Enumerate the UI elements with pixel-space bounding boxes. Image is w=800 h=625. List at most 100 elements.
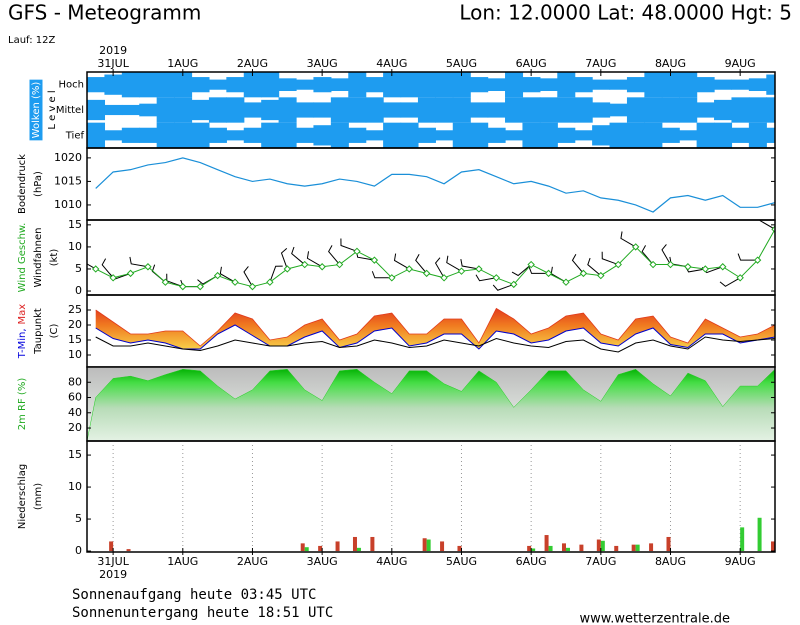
sunrise: Sonnenaufgang heute 03:45 UTC (72, 587, 316, 603)
precip-bar (635, 544, 640, 552)
cloud-cell (679, 97, 698, 123)
precip-bar (649, 543, 654, 552)
x-year-label: 2019 (99, 568, 127, 581)
y-axis-label: Bodendruck (17, 154, 28, 214)
wind-barb (661, 244, 671, 265)
wind-speed-marker (126, 269, 135, 278)
y-axis-label: Wind Geschw. (17, 223, 28, 293)
cloud-cell (174, 122, 193, 148)
wind-speed-marker (631, 243, 640, 251)
x-tick-label: 5AUG (446, 57, 477, 70)
cloud-cell (139, 103, 158, 117)
precip-bar (356, 547, 361, 552)
precip-bar (527, 545, 532, 552)
precip-bar (544, 535, 549, 552)
precip-bar (370, 536, 375, 552)
cloud-cell (139, 127, 158, 143)
cloud-cell (417, 72, 436, 98)
y-axis-label-part: (mm) (33, 483, 44, 510)
wind-barb (492, 283, 514, 291)
precip-bar (426, 539, 431, 552)
wind-speed-marker (161, 278, 170, 286)
min-line (95, 324, 775, 350)
cloud-cell (365, 97, 384, 123)
cloud-cell (400, 72, 419, 98)
y-axis-label-part: Taupunkt (33, 308, 44, 355)
wind-speed-marker (701, 265, 710, 273)
wind-speed-marker (353, 247, 361, 256)
wind-speed-marker (248, 282, 257, 291)
cloud-cell (278, 78, 297, 91)
cloud-cell (626, 97, 645, 123)
wind-barb (415, 254, 428, 274)
x-tick-label: 3AUG (307, 57, 338, 70)
wind-speed-marker (388, 274, 396, 282)
cloud-cell (243, 127, 262, 143)
cloud-cell (644, 97, 663, 123)
cloud-cell (748, 97, 767, 123)
wind-speed-marker (109, 274, 117, 282)
cloud-cell (714, 122, 733, 148)
cloud-cell (174, 97, 193, 123)
y-axis-label-part: (kt) (49, 249, 60, 267)
y-tick-label: 40 (68, 406, 82, 419)
wind-barb (511, 264, 532, 277)
cloud-cell (539, 97, 558, 123)
cloud-cell (435, 97, 454, 123)
x-tick-label: 8AUG (655, 555, 686, 568)
y-axis-label: Windfahnen (33, 228, 44, 288)
y-axis-label: L e v e l (47, 90, 58, 129)
cloud-cell (87, 77, 106, 93)
cloud-cell (679, 72, 698, 98)
y-tick-label: 15 (68, 448, 82, 461)
wind-speed-marker (370, 256, 379, 264)
wind-barb (434, 257, 445, 279)
x-tick-label: 6AUG (516, 57, 547, 70)
temperature-band (95, 308, 775, 349)
wind-speed-marker (457, 267, 466, 275)
cloud-cell (592, 125, 611, 146)
cloud-cell (261, 99, 280, 121)
cloud-cell (522, 97, 541, 123)
precip-bar (457, 545, 462, 552)
cloud-cell (330, 78, 349, 91)
wind-barb (620, 231, 636, 248)
cloud-cell (696, 122, 715, 148)
cloud-cell (470, 102, 489, 118)
cloud-cell (661, 72, 680, 98)
wind-speed-marker (736, 274, 744, 282)
x-tick-label: 2AUG (237, 57, 268, 70)
x-tick-label: 4AUG (376, 57, 407, 70)
precip-bar (548, 545, 553, 552)
y-tick-label: 20 (68, 318, 82, 331)
run: Lauf: 12Z (8, 35, 55, 46)
y-axis-label: Taupunkt (33, 308, 44, 355)
cloud-cell (487, 78, 506, 91)
cloud-cell (121, 127, 140, 143)
wind-speed-marker (405, 265, 413, 273)
cloud-cell (505, 97, 524, 123)
cloud-cell (522, 122, 541, 148)
wind-speed-marker (753, 256, 762, 264)
level-label: Tief (65, 130, 85, 141)
cloud-cell (592, 79, 611, 90)
cloud-cell (748, 122, 767, 148)
cloud-cell (505, 130, 524, 141)
cloud-cell (296, 127, 315, 143)
wind-barb (129, 256, 149, 268)
cloud-cell (278, 97, 297, 123)
cloud-cell (522, 77, 541, 93)
cloud-cell (748, 78, 767, 91)
wind-barb (219, 266, 236, 283)
cloud-cell (191, 77, 210, 93)
cloud-cell (661, 97, 680, 123)
wind-speed-marker (492, 274, 501, 282)
precip-bar (631, 544, 636, 552)
cloud-cell (696, 77, 715, 93)
cloud-cell (592, 102, 611, 118)
wind-speed-marker (614, 260, 622, 269)
cloud-cell (557, 72, 576, 98)
precip-bar (757, 517, 762, 552)
level-label: Hoch (59, 80, 84, 91)
